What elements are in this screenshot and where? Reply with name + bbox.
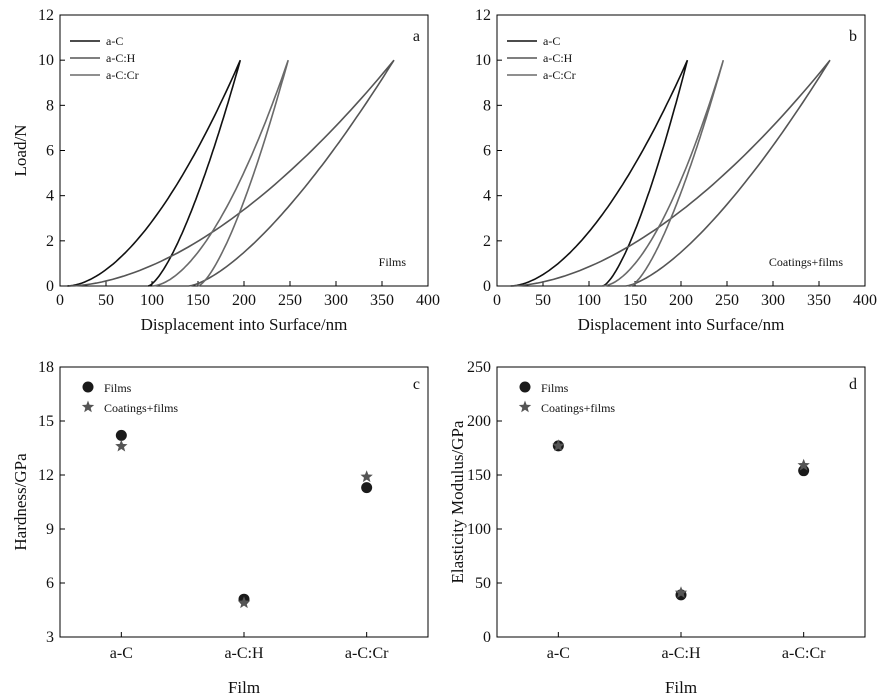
y-tick-label: 12: [38, 7, 54, 24]
legend-label: Coatings+films: [541, 401, 615, 415]
y-tick-label: 10: [38, 52, 54, 69]
y-tick-label: 200: [467, 413, 491, 430]
panel-d: 0 50 100 150 200 250 a-C a-C:H a-C:Cr Films Coatin…: [448, 359, 866, 697]
panel-a: 0 2 4 6 8 10 12 0 50 100 150 200 250 300 350 400 a-C a-C:…: [11, 7, 440, 334]
legend-marker: [81, 400, 95, 413]
data-point-Coatings+films: [674, 586, 688, 598]
x-tick-label: 50: [98, 292, 114, 309]
y-axis-label: Hardness/GPa: [11, 453, 30, 551]
x-tick-label: 200: [232, 292, 256, 309]
x-tick-label: 200: [669, 292, 693, 309]
x-tick-label: 100: [140, 292, 164, 309]
x-tick-label: 150: [623, 292, 647, 309]
x-tick-label: 100: [577, 292, 601, 309]
y-axis-label: Elasticity Modulus/GPa: [448, 420, 467, 583]
panel-label: d: [849, 376, 857, 393]
y-tick-label: 6: [46, 575, 54, 592]
legend-marker: [82, 381, 94, 393]
y-tick-label: 10: [475, 52, 491, 69]
x-axis-label: Film: [665, 678, 697, 697]
annotation: Coatings+films: [769, 255, 843, 269]
category-label: a-C:H: [224, 645, 264, 662]
y-tick-label: 8: [483, 97, 491, 114]
series-line-a-C:H: [69, 59, 395, 287]
data-point-Coatings+films: [552, 439, 565, 452]
panel-c: 3 6 9 12 15 18 a-C a-C:H a-C:Cr Films Coatings+fil…: [11, 359, 429, 697]
x-tick-label: 350: [370, 292, 394, 309]
category-label: a-C: [110, 645, 133, 662]
y-tick-label: 6: [46, 143, 54, 160]
data-point-Coatings+films: [115, 439, 128, 452]
series-line-a-C:H: [510, 59, 831, 287]
x-tick-label: 0: [56, 292, 64, 309]
series-line-a-C:Cr: [151, 59, 289, 287]
series-line-a-C: [510, 59, 689, 287]
series-line-a-C: [67, 59, 242, 287]
data-point-Coatings+films: [237, 596, 251, 609]
category-label: a-C:Cr: [345, 645, 389, 662]
y-tick-label: 0: [483, 278, 491, 295]
x-tick-label: 400: [416, 292, 440, 309]
legend-label: a-C:Cr: [106, 68, 139, 82]
y-tick-label: 50: [475, 575, 491, 592]
x-tick-label: 300: [324, 292, 348, 309]
y-tick-label: 250: [467, 359, 491, 376]
data-point-Films: [361, 482, 373, 494]
series-line-a-C:Cr: [602, 59, 725, 287]
legend-label: Coatings+films: [104, 401, 178, 415]
panel-label: c: [413, 376, 420, 393]
data-point-Coatings+films: [360, 470, 373, 483]
y-tick-label: 100: [467, 521, 491, 538]
panel-label: a: [413, 28, 420, 45]
y-tick-label: 2: [483, 233, 491, 250]
x-axis-label: Displacement into Surface/nm: [578, 315, 785, 334]
data-point-Coatings+films: [797, 458, 810, 471]
category-label: a-C:H: [661, 645, 701, 662]
legend-label: a-C:H: [106, 51, 136, 65]
category-label: a-C:Cr: [782, 645, 826, 662]
x-tick-label: 400: [853, 292, 877, 309]
y-tick-label: 15: [38, 413, 54, 430]
y-tick-label: 12: [475, 7, 491, 24]
y-tick-label: 4: [46, 188, 54, 205]
y-tick-label: 0: [46, 278, 54, 295]
x-tick-label: 0: [493, 292, 501, 309]
x-tick-label: 250: [715, 292, 739, 309]
y-tick-label: 12: [38, 467, 54, 484]
x-axis-label: Displacement into Surface/nm: [141, 315, 348, 334]
y-tick-label: 4: [483, 188, 491, 205]
x-tick-label: 50: [535, 292, 551, 309]
legend-marker: [518, 400, 532, 413]
panel-label: b: [849, 28, 857, 45]
x-tick-label: 300: [761, 292, 785, 309]
y-tick-label: 18: [38, 359, 54, 376]
legend-label: a-C: [543, 34, 560, 48]
y-tick-label: 8: [46, 97, 54, 114]
legend-marker: [519, 381, 531, 393]
x-tick-label: 150: [186, 292, 210, 309]
x-tick-label: 350: [807, 292, 831, 309]
legend-label: Films: [541, 381, 569, 395]
y-tick-label: 9: [46, 521, 54, 538]
legend-label: a-C:H: [543, 51, 573, 65]
data-point-Films: [115, 429, 127, 441]
panel-b: 0 2 4 6 8 10 12 0 50 100 150 200 250 300 350 400 a-C a-C:…: [475, 7, 877, 334]
y-tick-label: 0: [483, 629, 491, 646]
category-label: a-C: [547, 645, 570, 662]
legend-label: a-C: [106, 34, 123, 48]
x-tick-label: 250: [278, 292, 302, 309]
annotation: Films: [379, 255, 407, 269]
y-tick-label: 3: [46, 629, 54, 646]
legend-label: a-C:Cr: [543, 68, 576, 82]
x-axis-label: Film: [228, 678, 260, 697]
y-tick-label: 2: [46, 233, 54, 250]
legend-label: Films: [104, 381, 132, 395]
y-axis-label: Load/N: [11, 125, 30, 177]
y-tick-label: 150: [467, 467, 491, 484]
y-tick-label: 6: [483, 143, 491, 160]
